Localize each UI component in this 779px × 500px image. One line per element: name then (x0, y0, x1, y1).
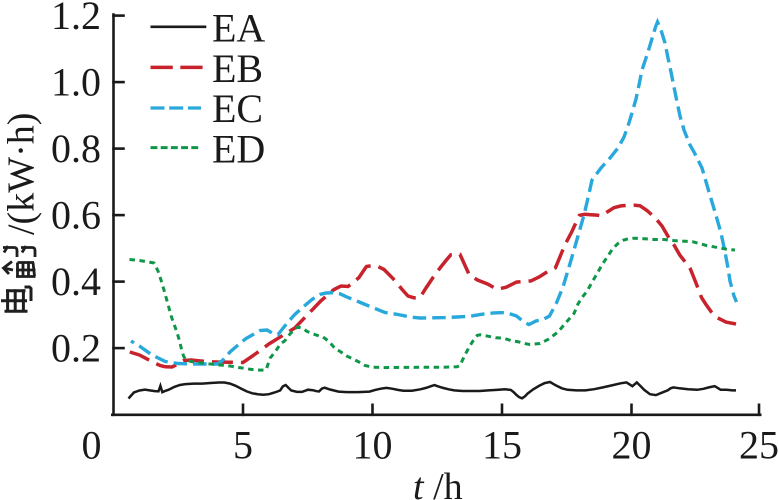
svg-text:0: 0 (82, 423, 102, 468)
svg-text:20: 20 (612, 423, 652, 468)
svg-text:1.2: 1.2 (51, 0, 101, 38)
svg-text:5: 5 (233, 423, 253, 468)
svg-text:15: 15 (482, 423, 522, 468)
svg-text:0.4: 0.4 (51, 259, 101, 304)
svg-text:1.0: 1.0 (51, 60, 101, 105)
svg-text:EC: EC (212, 86, 263, 131)
svg-text:0.8: 0.8 (51, 126, 101, 171)
svg-text:0.6: 0.6 (51, 193, 101, 238)
svg-text:EA: EA (212, 6, 265, 51)
svg-text:10: 10 (353, 423, 393, 468)
svg-text:ED: ED (212, 127, 265, 172)
svg-text:t /h: t /h (413, 466, 463, 500)
svg-text:EB: EB (212, 46, 263, 91)
svg-text:25: 25 (739, 423, 779, 468)
svg-text:0.2: 0.2 (51, 326, 101, 371)
svg-text:/(kW·h): /(kW·h) (1, 113, 43, 235)
